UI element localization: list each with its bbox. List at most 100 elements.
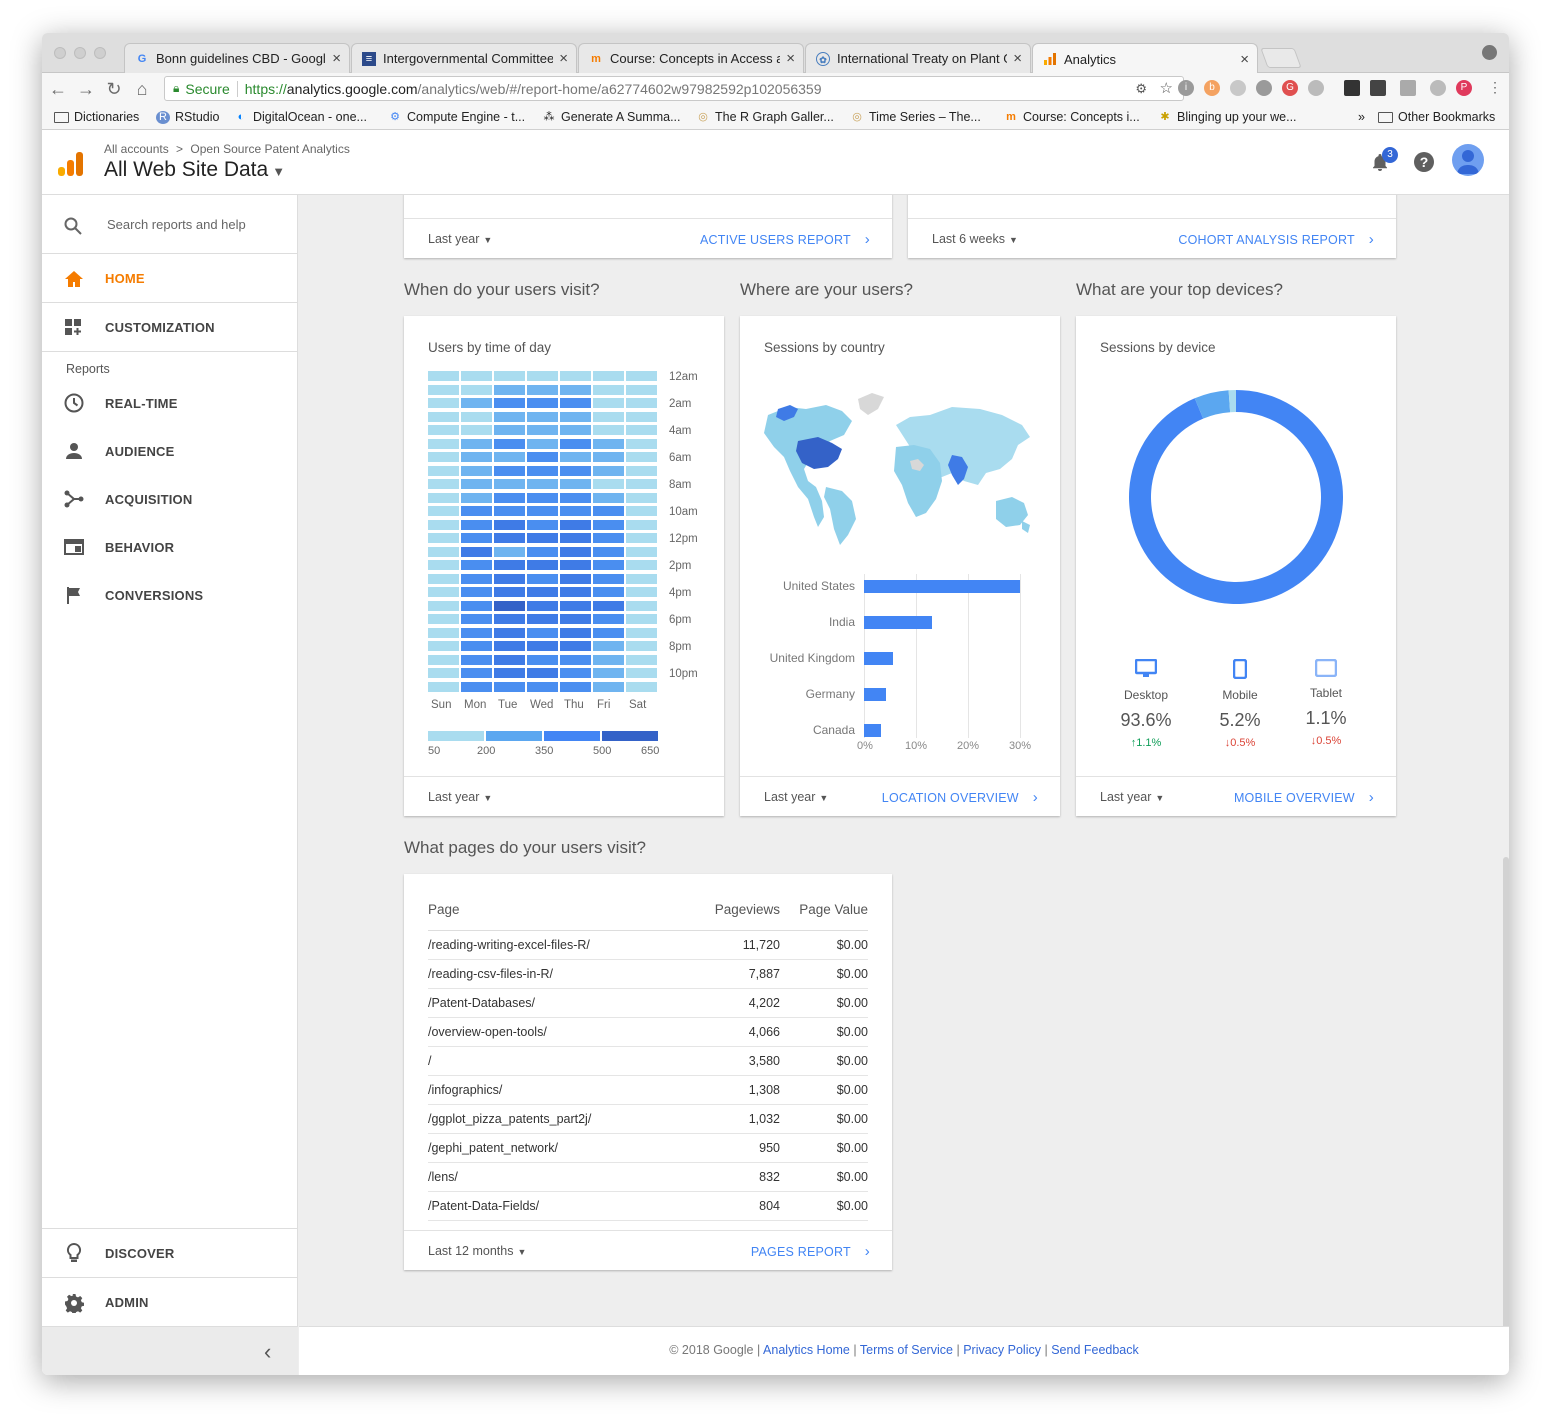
extension-icon[interactable] xyxy=(1430,80,1446,96)
date-range-dropdown[interactable]: Last year ▼ xyxy=(428,790,492,804)
sidebar-item-audience[interactable]: AUDIENCE xyxy=(42,427,298,475)
extension-icon[interactable] xyxy=(1308,80,1324,96)
reload-icon[interactable]: ↻ xyxy=(106,78,122,99)
pinterest-icon[interactable]: P xyxy=(1456,80,1472,96)
bookmark-blinging[interactable]: ✱ Blinging up your we... xyxy=(1158,110,1296,124)
close-tab-icon[interactable]: × xyxy=(332,50,341,67)
minimize-window-button[interactable] xyxy=(74,47,86,59)
donut-slice[interactable] xyxy=(1228,390,1236,413)
sidebar-item-discover[interactable]: DISCOVER xyxy=(42,1229,298,1278)
pages-report-link[interactable]: PAGES REPORT › xyxy=(751,1243,870,1260)
sidebar-item-conversions[interactable]: CONVERSIONS xyxy=(42,571,298,619)
country-bar[interactable] xyxy=(864,652,893,665)
extension-icon[interactable]: G xyxy=(1282,80,1298,96)
table-row[interactable]: /Patent-Databases/4,202 $0.00 xyxy=(428,988,868,1018)
address-bar[interactable]: 🔒︎ Secure https://analytics.google.com/a… xyxy=(164,76,1184,101)
page-path[interactable]: /ggplot_pizza_patents_part2j/ xyxy=(428,1104,680,1134)
table-row[interactable]: /ggplot_pizza_patents_part2j/1,032 $0.00 xyxy=(428,1104,868,1134)
page-path[interactable]: /Patent-Data-Fields/ xyxy=(428,1191,680,1221)
bookmark-compute-engine[interactable]: ⚙ Compute Engine - t... xyxy=(388,110,525,124)
zoom-window-button[interactable] xyxy=(94,47,106,59)
property-selector[interactable]: All Web Site Data ▼ xyxy=(104,158,285,182)
new-tab-button[interactable] xyxy=(1260,48,1302,68)
table-row[interactable]: /gephi_patent_network/950 $0.00 xyxy=(428,1133,868,1163)
table-row[interactable]: /infographics/1,308 $0.00 xyxy=(428,1075,868,1105)
bookmark-other[interactable]: Other Bookmarks xyxy=(1378,110,1495,124)
bookmark-dictionaries[interactable]: Dictionaries xyxy=(54,110,139,124)
page-path[interactable]: /reading-writing-excel-files-R/ xyxy=(428,930,680,960)
page-path[interactable]: /reading-csv-files-in-R/ xyxy=(428,959,680,989)
privacy-policy-link[interactable]: Privacy Policy xyxy=(963,1343,1041,1357)
analytics-logo[interactable] xyxy=(58,152,84,176)
country-bar[interactable] xyxy=(864,616,932,629)
sidebar-item-behavior[interactable]: BEHAVIOR xyxy=(42,523,298,571)
scrollbar[interactable] xyxy=(1503,857,1509,1375)
donut-slice[interactable] xyxy=(1129,390,1343,604)
layers-icon[interactable] xyxy=(1370,80,1386,96)
cohort-analysis-report-link[interactable]: COHORT ANALYSIS REPORT › xyxy=(1178,231,1374,248)
table-row[interactable]: /overview-open-tools/4,066 $0.00 xyxy=(428,1017,868,1047)
browser-tab[interactable]: G Bonn guidelines CBD - Google × xyxy=(124,43,350,73)
extension-icon[interactable] xyxy=(1400,80,1416,96)
bookmark-star-icon[interactable]: ☆ xyxy=(1159,80,1173,97)
avatar[interactable] xyxy=(1452,144,1484,176)
table-row[interactable]: /lens/832 $0.00 xyxy=(428,1162,868,1192)
date-range-dropdown[interactable]: Last year ▼ xyxy=(428,232,492,246)
forward-icon[interactable]: → xyxy=(77,78,95,99)
table-row[interactable]: /3,580 $0.00 xyxy=(428,1046,868,1076)
date-range-dropdown[interactable]: Last 6 weeks ▼ xyxy=(932,232,1018,246)
table-row[interactable]: /Patent-Data-Fields/804 $0.00 xyxy=(428,1191,868,1221)
menu-icon[interactable]: ⋮ xyxy=(1488,79,1502,95)
bookmark-generate-summary[interactable]: ⁂ Generate A Summa... xyxy=(542,110,681,124)
page-path[interactable]: /infographics/ xyxy=(428,1075,680,1105)
browser-tab[interactable]: m Course: Concepts in Access an × xyxy=(578,43,804,73)
analytics-home-link[interactable]: Analytics Home xyxy=(763,1343,850,1357)
page-path[interactable]: /lens/ xyxy=(428,1162,680,1192)
date-range-dropdown[interactable]: Last 12 months ▼ xyxy=(428,1244,526,1258)
close-tab-icon[interactable]: × xyxy=(1013,50,1022,67)
back-icon[interactable]: ← xyxy=(49,78,67,99)
collapse-sidebar-button[interactable]: ‹ xyxy=(42,1326,298,1375)
browser-tab[interactable]: ✿ International Treaty on Plant G × xyxy=(805,43,1031,73)
breadcrumb[interactable]: All accounts > Open Source Patent Analyt… xyxy=(104,142,350,156)
location-overview-link[interactable]: LOCATION OVERVIEW › xyxy=(882,789,1038,806)
breadcrumb-account[interactable]: Open Source Patent Analytics xyxy=(190,142,350,156)
sidebar-item-home[interactable]: HOME xyxy=(42,255,298,303)
table-row[interactable]: /reading-csv-files-in-R/7,887 $0.00 xyxy=(428,959,868,989)
profile-icon[interactable] xyxy=(1482,45,1497,60)
country-bar[interactable] xyxy=(864,580,1020,593)
breadcrumb-root[interactable]: All accounts xyxy=(104,142,169,156)
evernote-icon[interactable] xyxy=(1256,80,1272,96)
browser-tab[interactable]: ≡ Intergovernmental Committee × xyxy=(351,43,577,73)
country-bar[interactable] xyxy=(864,724,882,737)
terms-of-service-link[interactable]: Terms of Service xyxy=(859,1343,953,1357)
page-path[interactable]: /gephi_patent_network/ xyxy=(428,1133,680,1163)
country-bar[interactable] xyxy=(864,688,886,701)
page-path[interactable]: /Patent-Databases/ xyxy=(428,988,680,1018)
bookmark-course[interactable]: m Course: Concepts i... xyxy=(1004,110,1140,124)
extension-icon[interactable]: i xyxy=(1178,80,1194,96)
help-icon[interactable]: ? xyxy=(1414,152,1434,172)
home-icon[interactable]: ⌂ xyxy=(136,78,148,99)
extension-icon[interactable] xyxy=(1344,80,1360,96)
bookmark-digitalocean[interactable]: ◐ DigitalOcean - one... xyxy=(234,110,367,124)
close-tab-icon[interactable]: × xyxy=(1240,50,1249,68)
donut-slice[interactable] xyxy=(1194,390,1231,419)
bookmark-time-series[interactable]: ◎ Time Series – The... xyxy=(850,110,981,124)
close-window-button[interactable] xyxy=(54,47,66,59)
active-users-report-link[interactable]: ACTIVE USERS REPORT › xyxy=(700,231,870,248)
bookmarks-overflow[interactable]: » xyxy=(1358,110,1365,124)
sidebar-item-acquisition[interactable]: ACQUISITION xyxy=(42,475,298,523)
sidebar-item-realtime[interactable]: REAL-TIME xyxy=(42,379,298,427)
date-range-dropdown[interactable]: Last year ▼ xyxy=(764,790,828,804)
page-path[interactable]: /overview-open-tools/ xyxy=(428,1017,680,1047)
cloud-icon[interactable] xyxy=(1230,80,1246,96)
date-range-dropdown[interactable]: Last year ▼ xyxy=(1100,790,1164,804)
bookmark-r-graph-gallery[interactable]: ◎ The R Graph Galler... xyxy=(696,110,834,124)
sidebar-search[interactable]: Search reports and help xyxy=(42,195,298,254)
page-path[interactable]: / xyxy=(428,1046,680,1076)
table-row[interactable]: /reading-writing-excel-files-R/11,720 $0.… xyxy=(428,930,868,960)
close-tab-icon[interactable]: × xyxy=(786,50,795,67)
browser-tab-active[interactable]: Analytics × xyxy=(1032,43,1258,74)
send-feedback-link[interactable]: Send Feedback xyxy=(1051,1343,1139,1357)
